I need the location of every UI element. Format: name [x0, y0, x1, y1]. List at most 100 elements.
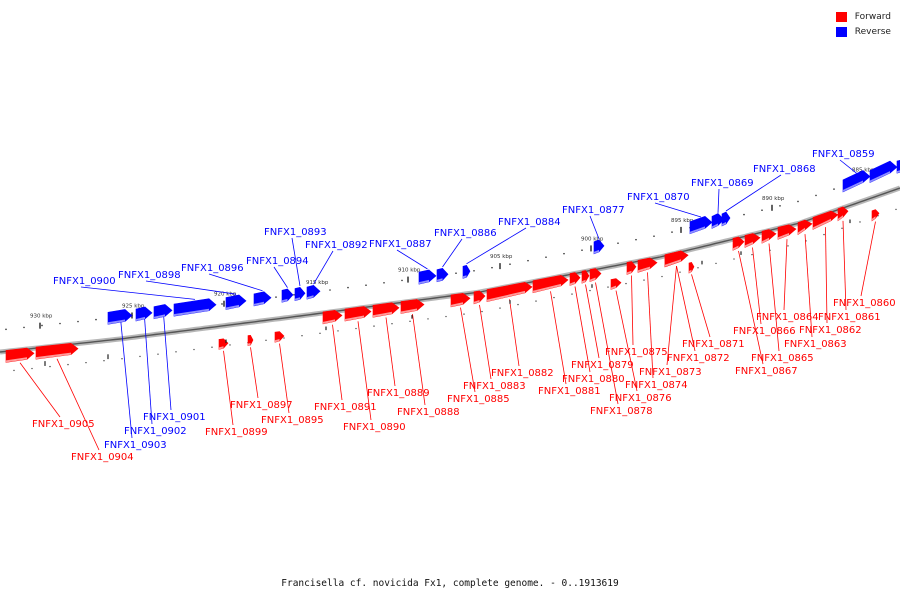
gene-fnfx1-0860 [871, 209, 880, 222]
leader-fnfx1-0864 [783, 239, 788, 311]
minor-tick [625, 282, 627, 285]
legend-forward-label: Forward [854, 11, 891, 22]
leader-fnfx1-0880 [574, 286, 591, 373]
gene-fnfx1-0896 [253, 291, 272, 307]
leader-fnfx1-0893 [291, 237, 301, 287]
minor-tick [545, 256, 547, 258]
gene-fnfx1-0893 [294, 286, 306, 301]
minor-tick [329, 289, 331, 291]
label-fnfx1-0899: FNFX1_0899 [205, 427, 268, 438]
leader-fnfx1-0875 [631, 275, 634, 346]
minor-tick [157, 353, 159, 355]
minor-tick [463, 313, 465, 315]
minor-tick [535, 300, 537, 302]
leader-fnfx1-0881 [550, 291, 567, 385]
gene-fnfx1-0877 [593, 239, 605, 255]
minor-tick [761, 209, 763, 212]
gene-arrow-shade [843, 180, 863, 192]
minor-tick [589, 289, 591, 292]
label-fnfx1-0868: FNFX1_0868 [753, 164, 816, 175]
gene-arrow-shade [872, 216, 876, 221]
minor-tick [337, 330, 339, 332]
gene-arrow-shade [722, 222, 726, 226]
forward-swatch [835, 11, 847, 22]
leader-fnfx1-0879 [585, 284, 600, 359]
minor-tick [283, 337, 285, 339]
minor-tick [59, 322, 61, 325]
gene-fnfx1-0863 [797, 219, 813, 236]
gene-arrow-shade [611, 285, 616, 290]
label-fnfx1-0900: FNFX1_0900 [53, 276, 116, 287]
minor-tick [553, 296, 555, 299]
label-fnfx1-0867: FNFX1_0867 [735, 366, 798, 377]
leader-fnfx1-0878 [595, 282, 619, 405]
label-fnfx1-0881: FNFX1_0881 [538, 386, 601, 397]
gene-arrow-shade [627, 270, 632, 275]
legend-forward: Forward [835, 9, 891, 24]
label-fnfx1-0905: FNFX1_0905 [32, 419, 95, 430]
label-fnfx1-0864: FNFX1_0864 [756, 312, 819, 323]
minor-tick [445, 315, 447, 318]
minor-tick [455, 272, 457, 275]
label-fnfx1-0876: FNFX1_0876 [609, 393, 672, 404]
gene-fnfx1-0903 [107, 309, 133, 325]
gene-continuation [896, 159, 900, 174]
label-fnfx1-0859: FNFX1_0859 [812, 149, 875, 160]
tick-label: 890 kbp [762, 196, 785, 202]
gene-arrow-shade [745, 241, 753, 248]
gene-fnfx1-0885 [450, 292, 471, 308]
tick-label: 910 kbp [398, 268, 421, 274]
label-fnfx1-0903: FNFX1_0903 [104, 440, 167, 451]
label-fnfx1-0883: FNFX1_0883 [463, 381, 526, 392]
minor-tick [751, 253, 753, 256]
gene-arrow-shade [733, 245, 739, 251]
leader-fnfx1-0873 [666, 265, 677, 366]
gene-arrows [5, 170, 880, 363]
gene-arrow-shade [451, 302, 463, 307]
gene-fnfx1-0866 [744, 233, 761, 248]
minor-tick [175, 351, 177, 353]
gene-fnfx1-0884 [462, 264, 471, 279]
gene-arrow-shade [897, 170, 900, 174]
gene-fnfx1-0861 [837, 206, 849, 222]
tick-label: 885 kbp [852, 167, 875, 173]
label-fnfx1-0860: FNFX1_0860 [833, 298, 896, 309]
label-fnfx1-0870: FNFX1_0870 [627, 192, 690, 203]
minor-tick [319, 332, 321, 335]
label-fnfx1-0866: FNFX1_0866 [733, 326, 796, 337]
legend-reverse: Reverse [835, 24, 891, 39]
leader-fnfx1-0870 [654, 202, 702, 218]
label-fnfx1-0890: FNFX1_0890 [343, 422, 406, 433]
leader-fnfx1-0897 [250, 347, 259, 399]
gene-fnfx1-0881 [532, 274, 569, 294]
label-fnfx1-0895: FNFX1_0895 [261, 415, 324, 426]
minor-tick [13, 369, 15, 372]
minor-tick [797, 200, 799, 203]
leader-fnfx1-0899 [223, 350, 234, 426]
minor-tick [23, 326, 25, 329]
gene-fnfx1-0867 [732, 236, 745, 251]
label-fnfx1-0889: FNFX1_0889 [367, 388, 430, 399]
gene-fnfx1-0875 [626, 261, 637, 275]
label-fnfx1-0888: FNFX1_0888 [397, 407, 460, 418]
leader-fnfx1-0865 [768, 243, 780, 352]
gene-arrow-shade [437, 278, 443, 282]
minor-tick [41, 324, 43, 327]
gene-fnfx1-0887 [418, 269, 437, 285]
leader-fnfx1-0877 [589, 215, 600, 240]
gene-fnfx1-0900 [173, 298, 217, 317]
leader-fnfx1-0898 [145, 280, 237, 295]
minor-tick [293, 293, 295, 296]
leader-fnfx1-0862 [825, 227, 828, 324]
label-fnfx1-0874: FNFX1_0874 [625, 380, 688, 391]
minor-tick [401, 279, 403, 282]
minor-tick [373, 325, 375, 327]
minor-tick [77, 320, 79, 323]
minor-tick [527, 259, 529, 262]
gene-arrow-shade [570, 281, 575, 286]
leader-fnfx1-0905 [19, 362, 61, 418]
minor-tick [473, 270, 475, 272]
leader-fnfx1-0876 [615, 290, 638, 392]
label-fnfx1-0872: FNFX1_0872 [667, 353, 730, 364]
